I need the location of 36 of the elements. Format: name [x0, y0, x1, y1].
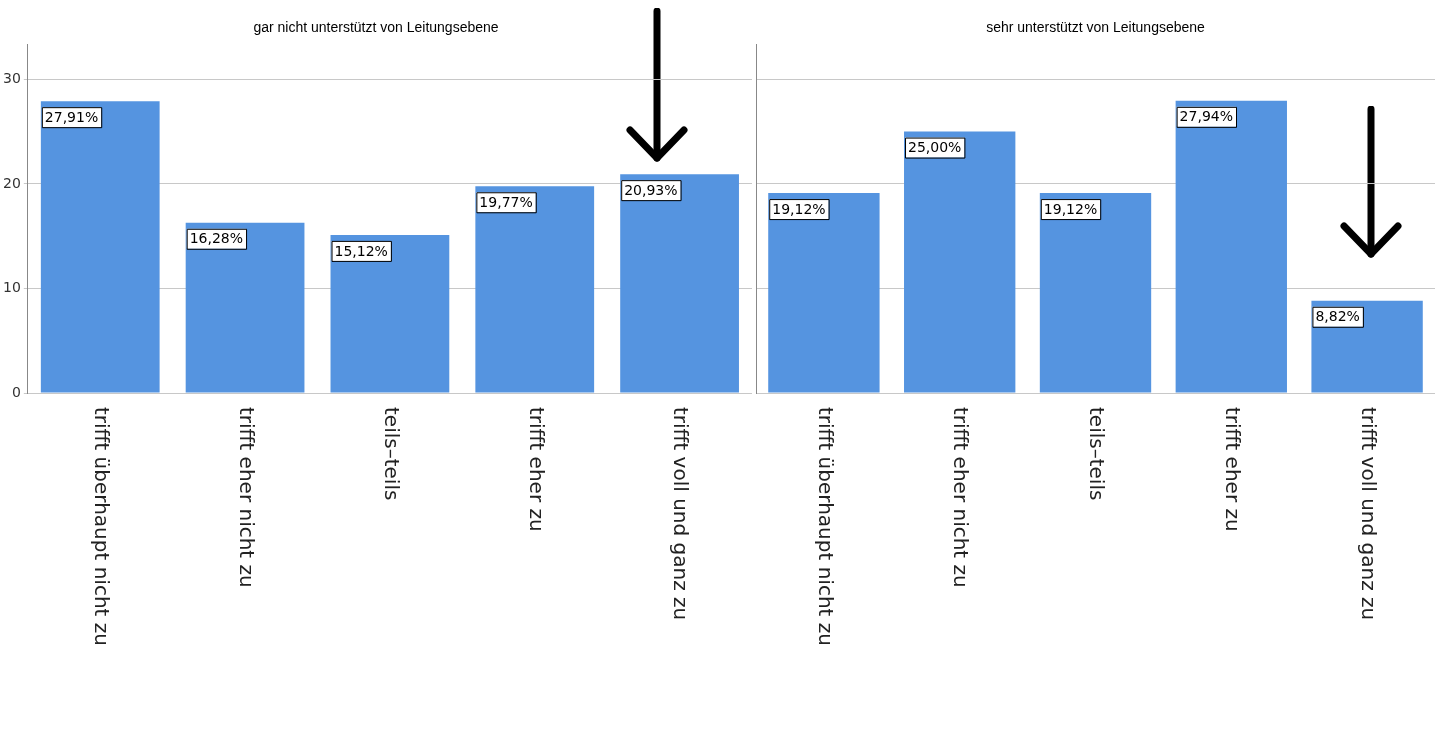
- x-tick-label: trifft eher nicht zu: [234, 407, 259, 588]
- bar: [1311, 300, 1423, 393]
- chart-title: gar nicht unterstützt von Leitungsebene: [253, 19, 499, 36]
- bar: [620, 174, 739, 393]
- x-tick-label: trifft eher zu: [1221, 407, 1246, 532]
- x-tick-label: trifft eher nicht zu: [949, 407, 974, 588]
- bar: [40, 101, 160, 393]
- data-label: 27,94%: [1179, 108, 1234, 125]
- data-label: 8,82%: [1315, 308, 1360, 325]
- data-label: 15,12%: [334, 242, 388, 259]
- data-label: 25,00%: [908, 139, 962, 156]
- x-tick-label: trifft voll und ganz zu: [669, 407, 694, 621]
- x-tick-label: trifft überhaupt nicht zu: [813, 407, 838, 646]
- x-tick-label: trifft eher zu: [524, 407, 549, 532]
- x-tick-label: teils–teils: [379, 407, 404, 501]
- data-label: 27,91%: [44, 108, 99, 125]
- data-label: 16,28%: [189, 230, 244, 247]
- data-label: 20,93%: [624, 181, 678, 198]
- bar: [330, 234, 450, 393]
- x-tick-label: trifft überhaupt nicht zu: [90, 407, 115, 646]
- data-label: 19,12%: [772, 200, 826, 217]
- data-label: 19,12%: [1043, 200, 1098, 217]
- y-tick-label: 10: [2, 279, 21, 296]
- y-tick-label: 30: [2, 69, 21, 86]
- bar: [904, 131, 1016, 393]
- y-tick-label: 20: [2, 174, 21, 191]
- chart-title: sehr unterstützt von Leitungsebene: [986, 19, 1206, 36]
- bar: [1039, 193, 1152, 393]
- x-tick-label: trifft voll und ganz zu: [1356, 407, 1381, 621]
- bar: [475, 186, 595, 393]
- x-tick-label: teils–teils: [1085, 407, 1110, 501]
- data-label: 19,77%: [479, 193, 533, 210]
- bar: [1175, 100, 1287, 393]
- bar: [768, 193, 880, 393]
- bar: [185, 222, 305, 393]
- y-tick-label: 0: [11, 383, 21, 400]
